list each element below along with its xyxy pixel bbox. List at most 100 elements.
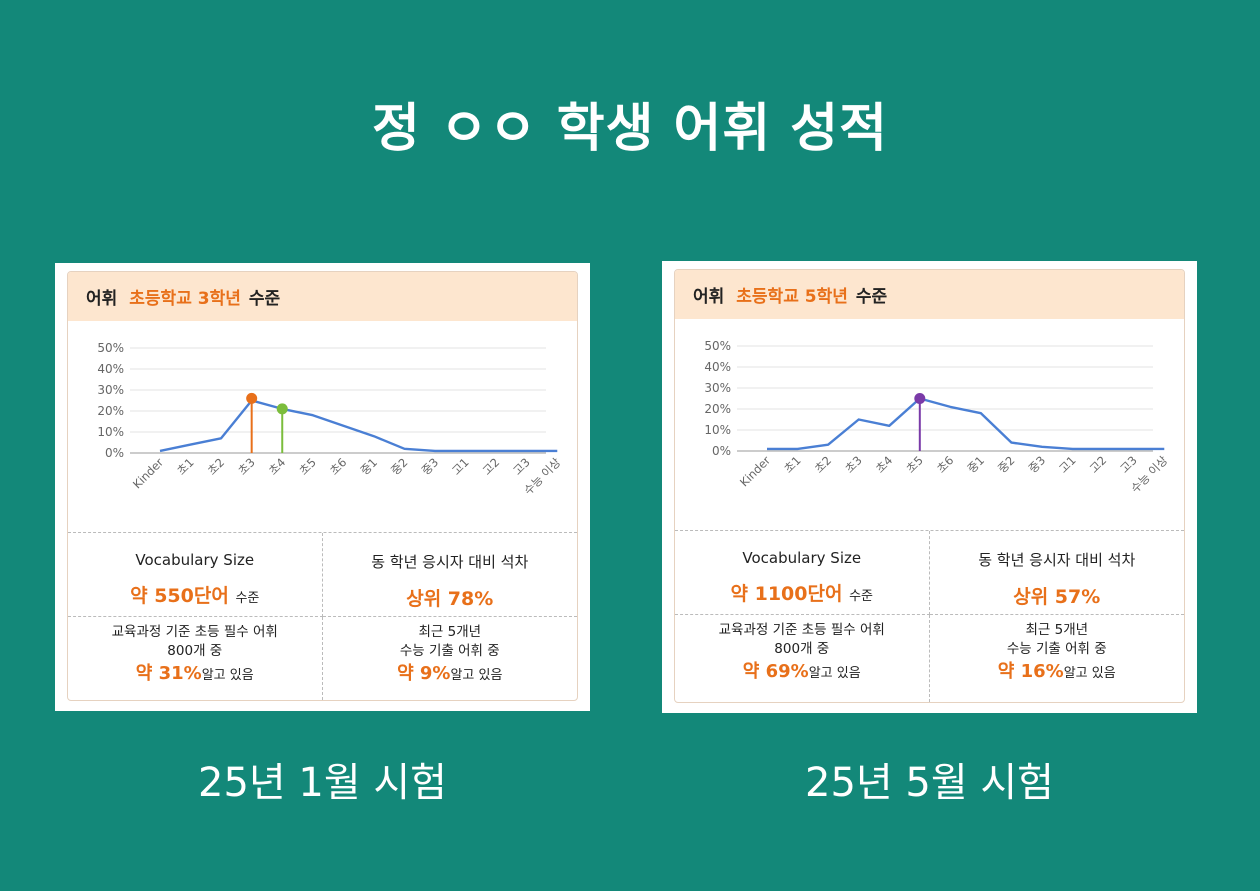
chart-svg: 50% 40% 30% 20% 10% 0% Kinder 초1 초2 초3 초4 초5 초6 중1 중2 중… — [97, 341, 563, 498]
y-tick-label: 0% — [712, 444, 731, 458]
rank-title: 동 학년 응시자 대비 석차 — [978, 551, 1136, 569]
x-tick-label: 초1 — [174, 455, 197, 478]
exam-line1: 최근 5개년 — [418, 624, 482, 640]
x-tick-label: 고2 — [1087, 453, 1110, 476]
rank-cell: 동 학년 응시자 대비 석차 상위 78% — [322, 533, 577, 617]
x-tick-label: 중3 — [419, 455, 442, 478]
exam-line2: 수능 기출 어휘 중 — [1006, 641, 1107, 657]
exam-value-row: 약 9%알고 있음 — [323, 661, 578, 689]
page-title: 정 ㅇㅇ 학생 어휘 성적 — [372, 99, 888, 159]
rank-cell: 동 학년 응시자 대비 석차 상위 57% — [929, 531, 1184, 615]
vocab-size-suffix: 수준 — [235, 591, 260, 606]
x-tick-label: 초3 — [842, 453, 865, 476]
exam-value: 약 9% — [397, 663, 451, 684]
caption-may: 25년 5월 시험 — [805, 760, 1054, 806]
series-line — [159, 399, 558, 453]
exam-value: 약 16% — [997, 661, 1064, 682]
stats-grid: Vocabulary Size 약 1100단어 수준 동 학년 응시자 대비 … — [675, 530, 1184, 702]
exam-line2: 수능 기출 어휘 중 — [399, 643, 500, 659]
vocab-size-value: 약 550단어 — [130, 585, 229, 607]
level-header: 어휘 초등학교 3학년 수준 — [68, 272, 577, 321]
x-tick-label: 중1 — [964, 453, 987, 476]
level-suffix: 수준 — [855, 287, 888, 307]
vocab-size-suffix: 수준 — [849, 589, 873, 604]
exam-value-row: 약 16%알고 있음 — [930, 659, 1185, 687]
score-card-january: 어휘 초등학교 3학년 수준 50% 40% 30% 20% 10% 0% Kinder 초1… — [55, 263, 590, 711]
curriculum-line1: 교육과정 기준 초등 필수 어휘 — [718, 622, 885, 638]
y-tick-label: 30% — [704, 381, 731, 395]
level-label: 어휘 — [693, 287, 725, 307]
exam-suffix: 알고 있음 — [1063, 666, 1116, 681]
x-tick-label: 고1 — [1056, 453, 1079, 476]
marker-dot — [276, 403, 288, 415]
vocab-size-cell: Vocabulary Size 약 1100단어 수준 — [675, 531, 930, 615]
curriculum-line1: 교육과정 기준 초등 필수 어휘 — [111, 624, 278, 640]
curriculum-cell: 교육과정 기준 초등 필수 어휘 800개 중 약 31%알고 있음 — [68, 617, 323, 700]
score-card-frame: 어휘 초등학교 3학년 수준 50% 40% 30% 20% 10% 0% Kinder 초1… — [67, 271, 578, 701]
x-tick-label: 고2 — [480, 455, 503, 478]
x-tick-label: Kinder — [130, 455, 166, 491]
y-tick-label: 0% — [105, 446, 124, 460]
x-tick-label: 중1 — [357, 455, 380, 478]
x-tick-label: 초3 — [235, 455, 258, 478]
series-line — [767, 397, 1165, 451]
rank-value: 상위 78% — [406, 588, 494, 610]
exam-suffix: 알고 있음 — [450, 668, 503, 683]
y-tick-label: 40% — [97, 362, 124, 376]
exam-line1: 최근 5개년 — [1025, 622, 1089, 638]
y-tick-label: 20% — [704, 402, 731, 416]
y-tick-label: 20% — [97, 404, 124, 418]
x-tick-label: 중2 — [995, 453, 1018, 476]
x-tick-label: Kinder — [737, 453, 773, 489]
marker-dot — [246, 392, 258, 404]
curriculum-value-row: 약 31%알고 있음 — [68, 661, 322, 689]
level-value: 초등학교 5학년 — [736, 287, 848, 307]
y-tick-label: 10% — [97, 425, 124, 439]
x-tick-label: 초5 — [903, 453, 926, 476]
curriculum-value-row: 약 69%알고 있음 — [675, 659, 929, 687]
x-tick-label: 초2 — [812, 453, 835, 476]
exam-cell: 최근 5개년 수능 기출 어휘 중 약 9%알고 있음 — [323, 617, 578, 700]
curriculum-suffix: 알고 있음 — [808, 666, 861, 681]
vocab-size-cell: Vocabulary Size 약 550단어 수준 — [68, 533, 323, 617]
level-label: 어휘 — [86, 289, 118, 309]
marker-dot — [914, 393, 926, 404]
vocab-size-title: Vocabulary Size — [135, 551, 255, 569]
x-tick-label: 초2 — [205, 455, 228, 478]
vocab-distribution-chart: 50% 40% 30% 20% 10% 0% Kinder 초1 초2 초3 초4 초5 초6 중1 중2 중… — [68, 322, 577, 530]
level-suffix: 수준 — [248, 289, 281, 309]
x-tick-label: 고1 — [449, 455, 472, 478]
x-tick-label: 초6 — [327, 455, 350, 478]
score-card-may: 어휘 초등학교 5학년 수준 50% 40% 30% 20% 10% 0% Kinder 초1… — [662, 261, 1197, 713]
vocab-size-value-row: 약 550단어 수준 — [68, 581, 322, 608]
y-tick-label: 50% — [704, 339, 731, 353]
curriculum-value: 약 69% — [742, 661, 809, 682]
x-tick-label: 초4 — [873, 453, 896, 476]
vocab-size-title: Vocabulary Size — [742, 549, 862, 567]
y-tick-label: 50% — [97, 341, 124, 355]
vocab-size-value: 약 1100단어 — [730, 583, 843, 605]
y-tick-label: 40% — [704, 360, 731, 374]
x-tick-label: 중2 — [388, 455, 411, 478]
x-tick-label: 초4 — [266, 455, 289, 478]
stats-grid: Vocabulary Size 약 550단어 수준 동 학년 응시자 대비 석… — [68, 532, 577, 700]
curriculum-line2: 800개 중 — [167, 643, 223, 659]
curriculum-value: 약 31% — [135, 663, 202, 684]
level-value: 초등학교 3학년 — [129, 289, 241, 309]
x-tick-label: 초6 — [934, 453, 957, 476]
y-tick-label: 30% — [97, 383, 124, 397]
rank-value: 상위 57% — [1013, 586, 1101, 608]
chart-svg: 50% 40% 30% 20% 10% 0% Kinder 초1 초2 초3 초4 초5 초6 중1 중2 중… — [704, 339, 1170, 496]
x-tick-label: 고3 — [1117, 453, 1140, 476]
caption-january: 25년 1월 시험 — [198, 760, 447, 806]
curriculum-line2: 800개 중 — [774, 641, 830, 657]
x-tick-label: 고3 — [510, 455, 533, 478]
y-tick-label: 10% — [704, 423, 731, 437]
rank-title: 동 학년 응시자 대비 석차 — [371, 553, 529, 571]
score-card-frame: 어휘 초등학교 5학년 수준 50% 40% 30% 20% 10% 0% Kinder 초1… — [674, 269, 1185, 703]
x-tick-label: 중3 — [1026, 453, 1049, 476]
vocab-size-value-row: 약 1100단어 수준 — [675, 579, 929, 606]
curriculum-cell: 교육과정 기준 초등 필수 어휘 800개 중 약 69%알고 있음 — [675, 615, 930, 702]
vocab-distribution-chart: 50% 40% 30% 20% 10% 0% Kinder 초1 초2 초3 초4 초5 초6 중1 중2 중… — [675, 320, 1184, 528]
curriculum-suffix: 알고 있음 — [201, 668, 254, 683]
